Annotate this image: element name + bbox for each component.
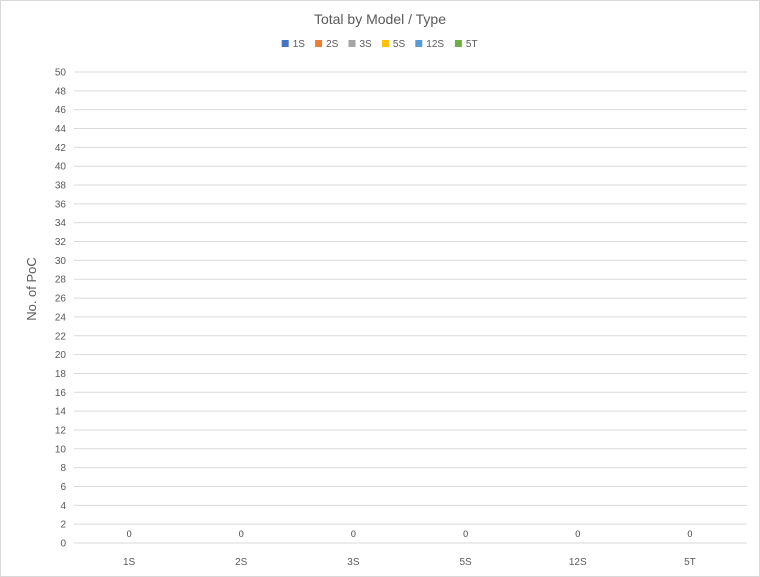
legend-label: 3S [360,39,373,50]
chart-title: Total by Model / Type [314,11,446,27]
legend: 1S 2S 3S 5S 12S 5T [281,39,478,50]
legend-swatch [454,40,462,47]
legend-label: 2S [326,39,339,50]
y-tick-label: 34 [55,218,67,229]
legend-item-5t: 5T [454,39,478,50]
data-label: 0 [687,529,692,539]
data-label: 0 [575,529,580,539]
y-tick-labels: 0246810121416182022242628303234363840424… [55,68,67,550]
y-axis-title: No. of PoC [24,257,39,321]
data-label: 0 [239,529,244,539]
y-tick-label: 24 [55,312,67,323]
legend-label: 12S [426,39,444,50]
y-tick-label: 6 [60,482,66,493]
data-label: 0 [351,529,356,539]
y-tick-label: 8 [60,463,66,474]
y-tick-label: 16 [55,388,67,399]
legend-item-5s: 5S [381,39,406,50]
y-tick-label: 42 [55,143,67,154]
x-tick-label: 5T [684,557,696,568]
legend-swatch [315,40,323,47]
y-tick-label: 26 [55,294,67,305]
legend-label: 5S [393,39,406,50]
legend-label: 5T [466,39,478,50]
y-tick-label: 20 [55,350,67,361]
y-tick-label: 22 [55,331,67,342]
y-tick-label: 28 [55,275,67,286]
legend-swatch [381,40,389,47]
y-tick-label: 10 [55,444,67,455]
legend-item-1s: 1S [281,39,306,50]
data-label: 0 [127,529,132,539]
legend-swatch [348,40,356,47]
legend-swatch [281,40,289,47]
data-label: 0 [463,529,468,539]
x-tick-label: 3S [347,557,360,568]
y-tick-label: 32 [55,237,67,248]
y-tick-label: 46 [55,105,67,116]
y-tick-label: 2 [60,520,66,531]
y-tick-label: 40 [55,162,67,173]
x-tick-label: 2S [235,557,248,568]
y-tick-label: 14 [55,407,67,418]
y-tick-label: 0 [60,539,66,550]
gridlines [74,71,747,544]
legend-label: 1S [293,39,306,50]
legend-swatch [415,40,423,47]
y-tick-label: 30 [55,256,67,267]
legend-item-2s: 2S [315,39,339,50]
legend-item-3s: 3S [348,39,373,50]
x-tick-label: 12S [569,557,587,568]
y-tick-label: 50 [55,68,67,79]
y-tick-label: 12 [55,425,67,436]
y-tick-label: 44 [55,124,67,135]
y-tick-label: 36 [55,199,67,210]
x-tick-labels: 1S 2S 3S 5S 12S 5T [123,557,696,568]
legend-item-12s: 12S [415,39,444,50]
y-tick-label: 4 [60,501,66,512]
x-tick-label: 5S [459,557,472,568]
data-labels: 0 0 0 0 0 0 [127,529,693,539]
y-tick-label: 48 [55,86,67,97]
y-tick-label: 38 [55,181,67,192]
y-tick-label: 18 [55,369,67,380]
x-tick-label: 1S [123,557,136,568]
